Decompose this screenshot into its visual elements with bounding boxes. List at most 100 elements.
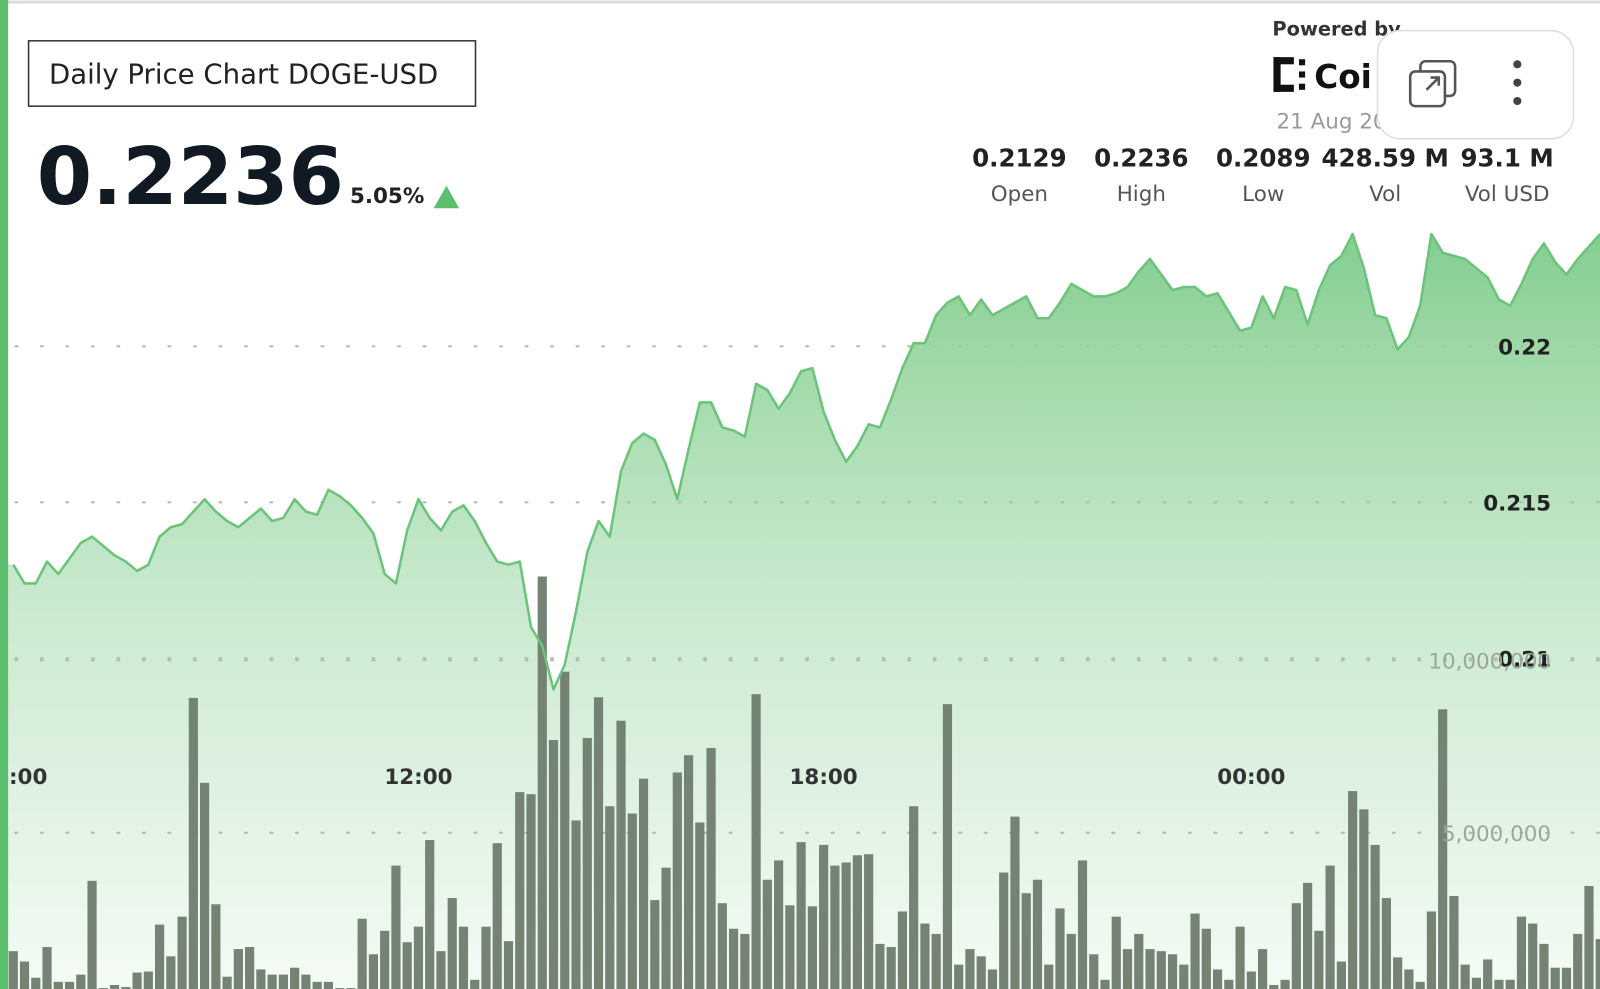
volume-bar — [875, 943, 885, 989]
volume-bar — [1156, 951, 1166, 989]
stats: 0.2129 Open 0.2236 High 0.2089 Low 428.59 M Vol… — [972, 143, 1554, 207]
volume-bar — [864, 854, 874, 989]
volume-bar — [132, 972, 142, 989]
volume-bar — [1303, 882, 1313, 989]
current-price: 0.2236 — [37, 130, 344, 223]
volume-bar — [650, 900, 660, 989]
volume-bar — [64, 981, 75, 989]
volume-bar — [290, 967, 300, 989]
volume-bar — [1145, 949, 1155, 989]
volume-bar — [886, 947, 896, 989]
volume-bar — [729, 928, 739, 989]
volume-bar — [1595, 939, 1600, 989]
volume-bar — [897, 911, 908, 989]
volume-bar — [492, 843, 502, 989]
volume-bar — [470, 979, 480, 989]
volume-bar — [1100, 979, 1110, 989]
menu-button[interactable] — [1513, 60, 1522, 106]
volume-bar — [515, 792, 525, 989]
volume-bar — [1348, 791, 1358, 989]
volume-bar — [582, 737, 592, 989]
volume-bar — [8, 951, 18, 989]
price-change: 5.05% — [350, 184, 424, 209]
grid-layer — [14, 345, 1600, 834]
volume-bar — [76, 974, 86, 989]
left-accent — [0, 0, 9, 989]
volume-bar — [301, 974, 311, 989]
powered-by: Powered by — [1272, 18, 1401, 41]
volume-bar — [931, 933, 941, 989]
volume-bar — [999, 872, 1009, 989]
volume-bar — [1404, 969, 1414, 989]
area-layer — [8, 233, 1600, 989]
volume-bar — [19, 961, 30, 989]
volume-bar — [267, 974, 277, 989]
volume-bar — [200, 782, 210, 989]
volume-bar — [1426, 911, 1436, 989]
volume-bar — [785, 905, 795, 989]
volume-bar — [1381, 898, 1391, 989]
volume-bar — [819, 844, 829, 989]
volume-bar — [1224, 979, 1234, 989]
volume-bar — [154, 924, 165, 989]
volume-bar — [616, 720, 626, 989]
volume-bar — [1257, 949, 1268, 989]
stat-label: Vol USD — [1465, 182, 1550, 207]
volume-bar — [706, 747, 716, 989]
volume-bar — [121, 987, 131, 989]
toolbar-box — [1376, 29, 1575, 140]
volume-bar — [1122, 949, 1133, 989]
volume-bar — [548, 740, 559, 989]
x-tick-label: 18:00 — [790, 765, 858, 790]
volume-bar — [256, 969, 266, 989]
volume-bar — [245, 947, 255, 989]
volume-bar — [1246, 971, 1256, 989]
x-tick-label: 12:00 — [384, 765, 452, 790]
volume-bar — [571, 820, 581, 989]
volume-bar — [53, 981, 63, 989]
stat-label: High — [1117, 182, 1166, 207]
expand-button[interactable] — [1408, 59, 1457, 108]
y-tick-label: 0.215 — [1483, 491, 1551, 516]
volume-bar — [1370, 844, 1380, 989]
volume-bar — [695, 822, 705, 989]
stat-value: 93.1 M — [1460, 143, 1553, 172]
volume-bar — [425, 840, 435, 989]
line-layer — [12, 232, 1600, 691]
volume-bar — [1134, 933, 1144, 989]
volume-bar — [593, 697, 604, 989]
volume-bar — [560, 671, 570, 989]
volume-bar — [1516, 916, 1527, 989]
volume-bar — [1089, 954, 1099, 989]
volume-bar — [1044, 964, 1054, 989]
volume-bar — [436, 951, 446, 989]
volume-bar — [796, 842, 806, 989]
header: Daily Price Chart DOGE-USD 0.2236 5.05% … — [27, 18, 1575, 223]
volume-bar — [42, 947, 52, 989]
volume-bar — [537, 576, 547, 989]
toolbar — [1376, 29, 1575, 140]
volume-bar — [1494, 979, 1504, 989]
volume-bar — [1449, 895, 1459, 989]
volume-bar — [312, 981, 322, 989]
volume-bar — [458, 926, 469, 989]
volume-bar — [1573, 933, 1583, 989]
volume-bar — [233, 949, 243, 989]
volume-bar — [1314, 930, 1324, 989]
volume-bar — [1111, 916, 1121, 989]
volume-bar — [1235, 926, 1245, 989]
volume-bar — [31, 977, 41, 989]
y-tick-label: 10,000,000 — [1428, 649, 1551, 674]
volume-bar — [357, 918, 367, 989]
volume-bar — [278, 974, 288, 989]
title-box — [27, 40, 477, 107]
x-tick-label: 00:00 — [1217, 765, 1285, 790]
volume-bar — [380, 930, 390, 989]
volume-bar — [909, 806, 919, 989]
stat-value: 0.2089 — [1216, 143, 1310, 172]
volume-bar — [1055, 908, 1065, 989]
volume-bar — [774, 860, 784, 989]
volume-bar — [1280, 979, 1290, 989]
volume-bar — [920, 923, 930, 989]
